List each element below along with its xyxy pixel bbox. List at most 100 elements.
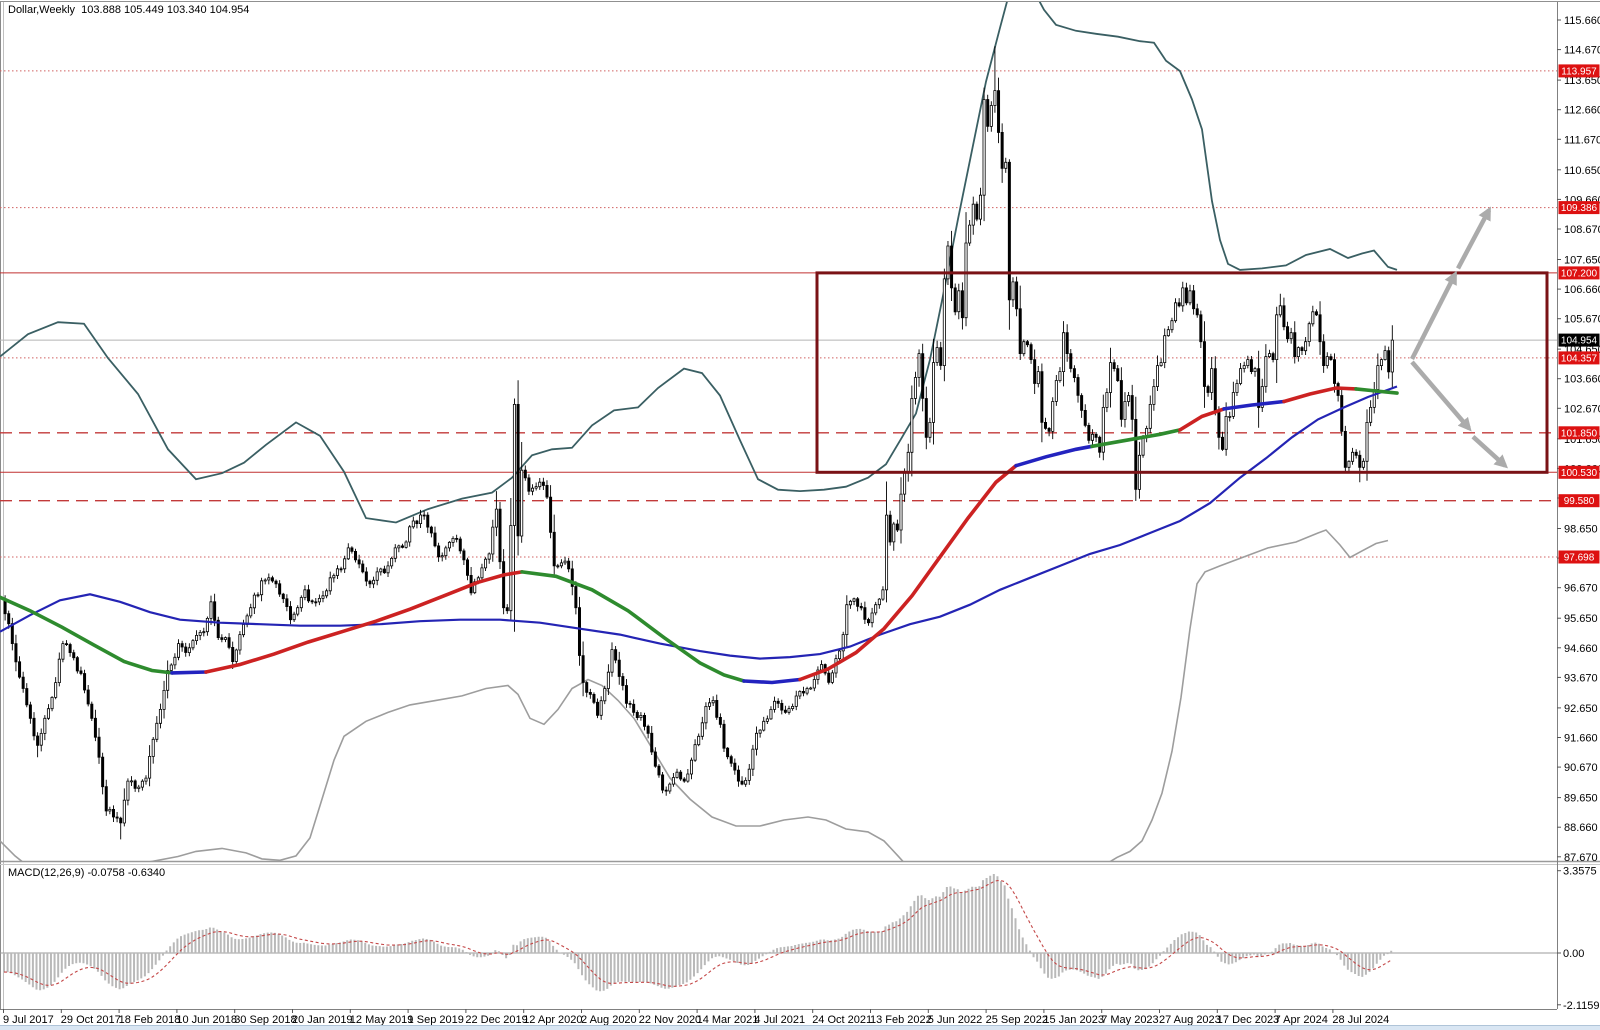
price-tick-label: 111.670 <box>1564 134 1600 146</box>
price-tick-label: 106.660 <box>1564 284 1600 296</box>
date-tick-label: 4 Jul 2021 <box>754 1014 805 1026</box>
price-tick-label: 112.660 <box>1564 105 1600 117</box>
date-tick-label: 27 Aug 2023 <box>1159 1014 1221 1026</box>
macd-signal-value: -0.6340 <box>127 867 166 879</box>
price-tick-label: 91.660 <box>1564 733 1598 745</box>
price-tick-label: 88.660 <box>1564 822 1598 834</box>
date-tick-label: 17 Dec 2023 <box>1217 1014 1279 1026</box>
fast-ma-segment-down <box>1090 428 1182 449</box>
ohlc-high: 105.449 <box>124 4 164 16</box>
price-tick-label: 94.660 <box>1564 643 1598 655</box>
date-tick-label: 7 May 2023 <box>1101 1014 1158 1026</box>
fast-ma-segment-flat <box>1014 444 1094 468</box>
fast-ma-segment-up <box>1282 386 1358 404</box>
price-level-lines[interactable] <box>0 70 1557 558</box>
price-tick-label: 90.670 <box>1564 762 1598 774</box>
price-tick-label: 96.670 <box>1564 583 1598 595</box>
date-tick-label: 24 Oct 2021 <box>812 1014 872 1026</box>
window-bottom-edge <box>0 1025 1600 1030</box>
date-tick-label: 1 Sep 2019 <box>408 1014 464 1026</box>
price-tick-label: 113.650 <box>1564 75 1600 87</box>
price-tick-label: 105.670 <box>1564 314 1600 326</box>
date-tick-label: 5 Jun 2022 <box>928 1014 982 1026</box>
long-term-ma[interactable] <box>0 385 1398 660</box>
projection-arrow-up-1 <box>1409 270 1458 361</box>
date-tick-label: 28 Jul 2024 <box>1332 1014 1389 1026</box>
date-tick-label: 10 Jun 2018 <box>176 1014 237 1026</box>
price-tick-label: 114.670 <box>1564 45 1600 57</box>
macd-name: MACD(12,26,9) <box>8 867 85 879</box>
candlesticks[interactable] <box>3 46 1394 840</box>
price-level-badge: 104.357 <box>1558 351 1600 365</box>
fast-ma-segment-up <box>1178 407 1226 432</box>
candle-wicks <box>4 46 1393 840</box>
ohlc-open: 103.888 <box>81 4 121 16</box>
price-tick-label: 92.650 <box>1564 703 1598 715</box>
price-tick-label: 102.670 <box>1564 403 1600 415</box>
date-tick-label: 30 Sep 2018 <box>234 1014 296 1026</box>
fast-ma-segment-down <box>0 595 174 675</box>
svg-text:109.386: 109.386 <box>1561 203 1598 214</box>
svg-text:97.698: 97.698 <box>1564 553 1595 564</box>
svg-text:101.850: 101.850 <box>1561 428 1598 439</box>
ohlc-low: 103.340 <box>166 4 207 16</box>
projection-arrow-down-2 <box>1471 435 1509 469</box>
price-level-badge: 100.530 <box>1558 465 1600 479</box>
fast-ma-colored[interactable] <box>0 386 1399 685</box>
price-level-badge: 99.580 <box>1558 494 1600 508</box>
price-tick-label: 107.650 <box>1564 255 1600 267</box>
price-tick-label: 103.660 <box>1564 374 1600 386</box>
price-tick-label: 98.650 <box>1564 524 1598 536</box>
macd-value: -0.0758 <box>87 867 125 879</box>
price-tick-label: 115.660 <box>1564 15 1600 27</box>
ohlc-close: 104.954 <box>209 4 250 16</box>
bollinger-upper-band[interactable] <box>0 0 1398 524</box>
price-tick-label: 110.650 <box>1564 165 1600 177</box>
date-tick-label: 2 Aug 2020 <box>581 1014 637 1026</box>
price-tick-label: 93.670 <box>1564 672 1598 684</box>
pane-separator[interactable] <box>0 860 1600 865</box>
symbol-period-label: Dollar,Weekly <box>8 4 76 16</box>
price-level-badge: 97.698 <box>1558 550 1600 564</box>
date-tick-label: 20 Jan 2019 <box>292 1014 353 1026</box>
date-tick-label: 25 Sep 2022 <box>986 1014 1048 1026</box>
price-tick-label: 108.670 <box>1564 224 1600 236</box>
projection-arrows[interactable] <box>1409 206 1509 469</box>
price-axis-labels: 113.957 109.386 107.200 104.357 101.850 100.5… <box>1558 64 1600 564</box>
price-tick-label: 87.670 <box>1564 852 1598 864</box>
svg-text:100.530: 100.530 <box>1561 468 1598 479</box>
macd-indicator-label: MACD(12,26,9) -0.0758 -0.6340 <box>8 867 165 879</box>
price-level-badge: 109.386 <box>1558 201 1600 215</box>
candle-bodies-bear <box>3 90 1391 824</box>
price-level-badge: 113.957 <box>1558 64 1600 78</box>
consolidation-rectangle[interactable] <box>815 271 1549 474</box>
date-tick-label: 22 Nov 2020 <box>639 1014 701 1026</box>
date-tick-label: 13 Feb 2022 <box>870 1014 932 1026</box>
date-tick-label: 14 Mar 2021 <box>697 1014 759 1026</box>
projection-arrow-down-1 <box>1410 360 1472 432</box>
svg-text:107.200: 107.200 <box>1561 268 1598 279</box>
date-tick-label: 7 Apr 2024 <box>1275 1014 1328 1026</box>
chart-title: Dollar,Weekly 103.888 105.449 103.340 10… <box>8 4 249 16</box>
fast-ma-segment-flat <box>742 677 802 685</box>
date-tick-label: 12 Apr 2020 <box>523 1014 582 1026</box>
svg-text:104.954: 104.954 <box>1561 336 1598 347</box>
date-tick-label: 18 Feb 2018 <box>119 1014 181 1026</box>
price-tick-label: 89.650 <box>1564 793 1598 805</box>
macd-signal-line[interactable] <box>4 879 1392 987</box>
svg-text:99.580: 99.580 <box>1564 496 1595 507</box>
fast-ma-segment-down <box>1354 387 1399 395</box>
fast-ma-segment-up <box>204 570 524 674</box>
fast-ma-segment-down <box>520 570 746 683</box>
bollinger-lower-band[interactable] <box>0 529 1389 901</box>
macd-histogram[interactable] <box>3 874 1393 992</box>
fast-ma-segment-flat <box>170 670 208 675</box>
macd-tick-label: 3.3575 <box>1563 866 1597 878</box>
fast-ma-segment-flat <box>1222 399 1286 411</box>
current-price-badge: 104.954 <box>1558 333 1600 347</box>
date-tick-label: 15 Jan 2023 <box>1043 1014 1104 1026</box>
price-tick-label: 95.650 <box>1564 613 1598 625</box>
svg-text:104.357: 104.357 <box>1561 353 1598 364</box>
